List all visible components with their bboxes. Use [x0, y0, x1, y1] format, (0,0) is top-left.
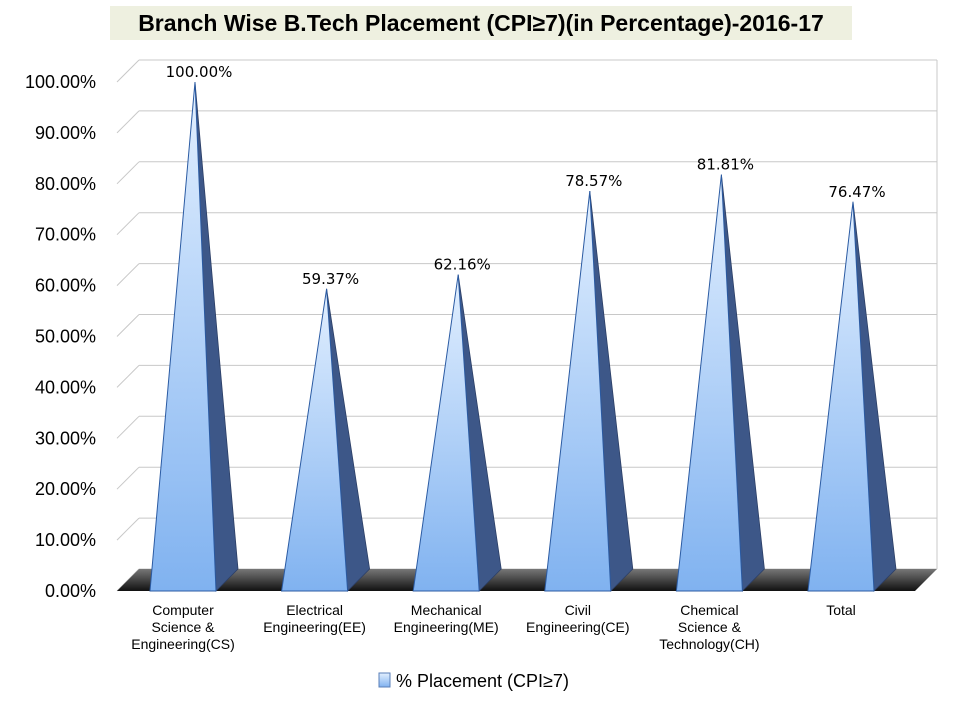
x-tick-label: Computer Science & Engineering(CS)	[131, 602, 235, 652]
bars: 100.00% 59.37% 62.16% 78.57% 81.81% 76.47%	[149, 63, 897, 592]
y-tick-label: 60.00%	[35, 276, 96, 296]
gridline-depth	[116, 415, 140, 439]
bar	[675, 174, 765, 592]
legend-swatch	[378, 672, 391, 688]
y-tick-label: 90.00%	[35, 123, 96, 143]
gridline-depth	[116, 263, 140, 286]
bar-front	[281, 288, 349, 592]
bar-front	[675, 174, 743, 592]
bar-front	[807, 201, 875, 592]
x-tick-label: Chemical Science & Technology(CH)	[659, 602, 759, 652]
legend: % Placement (CPI≥7)	[378, 671, 569, 691]
gridline-depth	[116, 212, 140, 236]
y-tick-label: 0.00%	[45, 581, 96, 601]
x-tick-label: Civil Engineering(CE)	[526, 602, 630, 635]
bar	[807, 201, 897, 592]
bar	[544, 191, 634, 592]
gridline-depth	[116, 59, 140, 83]
bar-front	[149, 81, 217, 592]
y-tick-label: 40.00%	[35, 377, 96, 397]
data-label: 59.37%	[302, 270, 359, 288]
x-tick-label: Mechanical Engineering(ME)	[394, 602, 499, 635]
x-tick-label: Total	[826, 602, 856, 618]
y-tick-label: 80.00%	[35, 174, 96, 194]
bar	[149, 81, 239, 592]
data-label: 62.16%	[434, 256, 491, 274]
y-tick-label: 20.00%	[35, 479, 96, 499]
y-tick-label: 10.00%	[35, 530, 96, 550]
y-axis: 0.00% 10.00% 20.00% 30.00% 40.00% 50.00% 60.00…	[25, 72, 96, 601]
bar	[281, 288, 371, 592]
y-tick-label: 100.00%	[25, 72, 96, 92]
bar-front	[544, 191, 612, 592]
bar	[412, 274, 502, 592]
y-tick-label: 30.00%	[35, 428, 96, 448]
data-label: 78.57%	[565, 172, 622, 190]
gridline-depth	[116, 161, 140, 185]
gridline-depth	[116, 365, 140, 388]
grid-lines	[116, 59, 938, 592]
y-tick-label: 70.00%	[35, 225, 96, 245]
gridline-depth	[116, 110, 140, 134]
data-label: 100.00%	[166, 63, 233, 81]
gridline-depth	[116, 314, 140, 337]
y-tick-label: 50.00%	[35, 327, 96, 347]
chart-title: Branch Wise B.Tech Placement (CPI≥7)(in …	[110, 6, 852, 40]
legend-label: % Placement (CPI≥7)	[396, 671, 569, 691]
gridline-depth	[116, 517, 140, 541]
bar-front	[412, 274, 480, 592]
data-label: 81.81%	[697, 156, 754, 174]
data-label: 76.47%	[828, 183, 885, 201]
gridline-depth	[116, 466, 140, 490]
x-tick-label: Electrical Engineering(EE)	[263, 602, 366, 635]
x-axis: Computer Science & Engineering(CS) Electric…	[131, 602, 856, 652]
